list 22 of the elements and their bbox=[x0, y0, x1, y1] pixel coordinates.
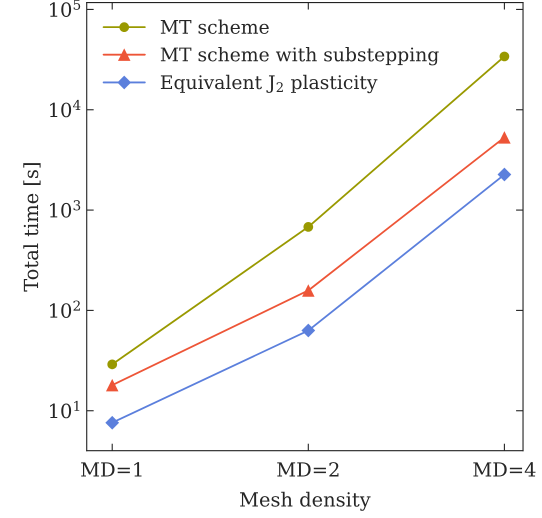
point bbox=[106, 378, 118, 392]
y-tick-label: 10$^{1}$ bbox=[50, 400, 80, 418]
y-axis-title: Total time [s] bbox=[23, 163, 41, 292]
x-tick-label: MD=4 bbox=[473, 462, 536, 477]
legend-label: MT scheme bbox=[160, 19, 269, 34]
x-tick-label: MD=2 bbox=[277, 462, 338, 477]
point bbox=[303, 222, 314, 232]
legend-label: MT scheme with substepping bbox=[160, 46, 439, 66]
point bbox=[500, 52, 510, 62]
y-tick-label: 10$^{4}$ bbox=[50, 100, 81, 118]
point bbox=[107, 359, 118, 370]
point bbox=[498, 131, 511, 144]
y-tick-label: 10$^{5}$ bbox=[50, 0, 80, 17]
point bbox=[498, 168, 512, 182]
y-tick-label: 10$^{2}$ bbox=[50, 300, 80, 318]
point bbox=[105, 416, 120, 430]
y-tick-label: 10$^{3}$ bbox=[50, 200, 80, 218]
x-axis-title: Mesh density bbox=[240, 492, 371, 511]
point bbox=[301, 324, 316, 338]
x-tick-label: MD=1 bbox=[81, 462, 142, 477]
legend-label: Equivalent J$_{2}$ plasticity bbox=[160, 74, 378, 94]
point bbox=[302, 284, 315, 297]
